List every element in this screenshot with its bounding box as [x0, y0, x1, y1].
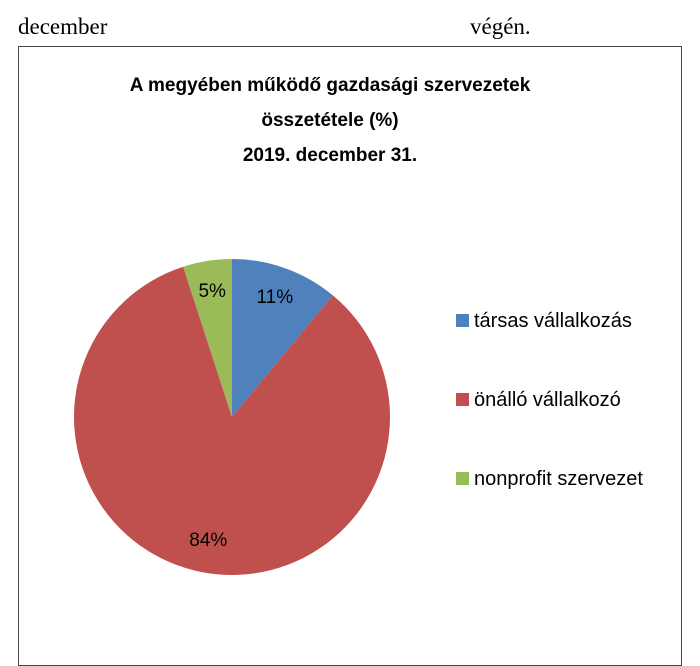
data-label: 11% [257, 287, 294, 308]
legend-item: társas vállalkozás [456, 306, 666, 336]
pie-slice [183, 259, 232, 417]
legend-label: önálló vállalkozó [474, 389, 621, 411]
doc-text: végén. [470, 14, 531, 39]
pie-slice [74, 266, 390, 575]
legend-item: nonprofit szervezet [456, 464, 666, 494]
chart-title: A megyében működő gazdasági szervezetek … [129, 75, 531, 131]
legend-item: önálló vállalkozó [456, 385, 666, 415]
legend-label: nonprofit szervezet [474, 468, 643, 490]
pie-slice [232, 259, 333, 417]
doc-text: december [18, 14, 108, 39]
legend-swatch [456, 314, 469, 327]
chart-subtitle: 2019. december 31. [242, 145, 418, 166]
legend-swatch [456, 393, 469, 406]
legend-swatch [456, 472, 469, 485]
data-label: 5% [198, 281, 226, 302]
data-label: 84% [189, 530, 227, 551]
legend-label: társas vállalkozás [474, 310, 632, 332]
